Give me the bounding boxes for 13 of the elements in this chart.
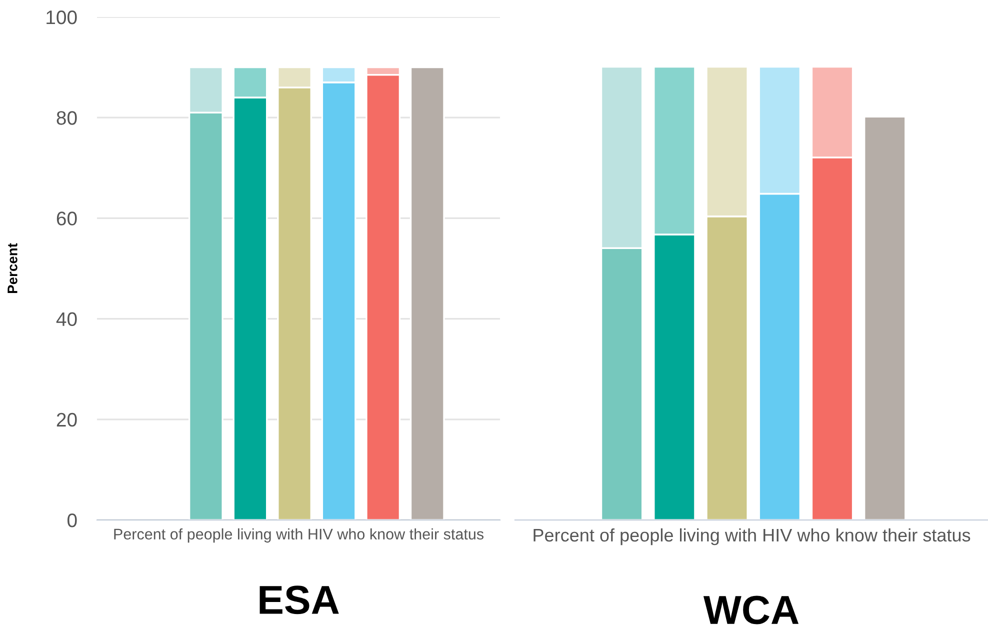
bar (864, 116, 906, 520)
y-tick-label: 0 (68, 513, 77, 528)
y-tick-label: 40 (56, 312, 77, 326)
y-axis-title: Percent (8, 243, 18, 294)
y-tick-label: 80 (56, 111, 77, 125)
bar (410, 66, 445, 520)
text: WCA (703, 596, 799, 624)
y-tick-label: 20 (56, 412, 77, 427)
x-axis-title: Percent of people living with HIV who know their status (534, 528, 970, 546)
y-tick-label: 100 (46, 10, 77, 24)
y-tick-label: 60 (56, 212, 77, 226)
text: ESA (260, 586, 339, 614)
x-axis-title: Percent of people living with HIV who know their status (114, 528, 484, 543)
